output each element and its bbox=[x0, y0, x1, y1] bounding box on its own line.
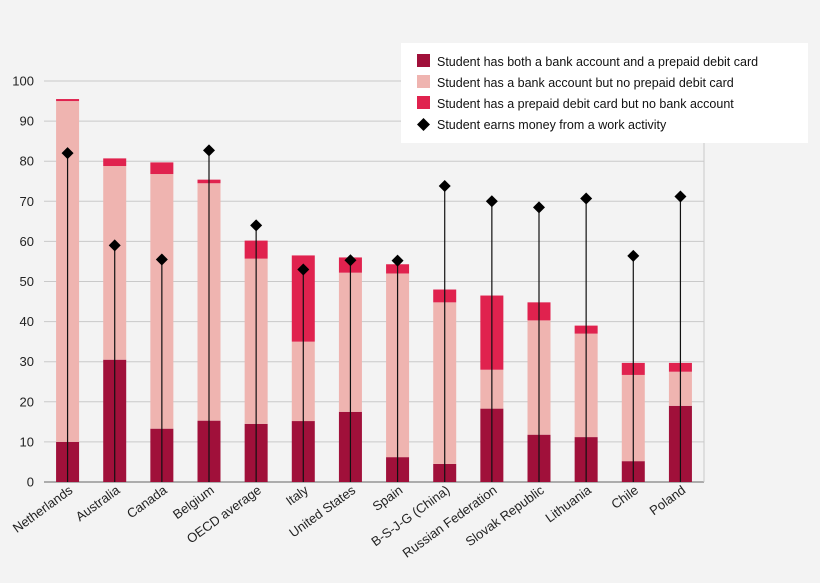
marker-diamond bbox=[391, 254, 404, 267]
marker-diamond bbox=[250, 219, 263, 232]
y-tick-label: 60 bbox=[20, 234, 34, 249]
legend-swatch-bank-only bbox=[417, 75, 430, 88]
x-tick-label: Spain bbox=[370, 482, 406, 514]
marker-diamond bbox=[155, 253, 168, 266]
y-tick-label: 10 bbox=[20, 434, 34, 449]
marker-diamond bbox=[438, 180, 451, 193]
y-tick-label: 30 bbox=[20, 354, 34, 369]
x-tick-label: Australia bbox=[73, 482, 123, 524]
x-tick-label: B-S-J-G (China) bbox=[368, 482, 452, 549]
x-tick-label: Italy bbox=[283, 482, 312, 508]
marker-diamond bbox=[203, 144, 215, 157]
y-tick-label: 50 bbox=[20, 274, 34, 289]
legend-swatch-prepaid-only bbox=[417, 96, 430, 109]
bar-prepaid-only bbox=[103, 158, 127, 167]
y-tick-label: 70 bbox=[20, 194, 34, 209]
x-tick-label: Lithuania bbox=[542, 482, 594, 526]
legend: Student has both a bank account and a pr… bbox=[401, 43, 808, 143]
legend-label-both: Student has both a bank account and a pr… bbox=[437, 55, 758, 69]
legend-label-prepaid-only: Student has a prepaid debit card but no … bbox=[437, 97, 734, 111]
legend-label-work-activity: Student earns money from a work activity bbox=[437, 118, 667, 132]
work-activity-markers bbox=[61, 144, 687, 482]
y-axis-tick-labels: 0 10 20 30 40 50 60 70 80 90 100 bbox=[12, 74, 34, 490]
marker-diamond bbox=[533, 201, 545, 214]
y-tick-label: 20 bbox=[20, 394, 34, 409]
legend-label-bank-only: Student has a bank account but no prepai… bbox=[437, 76, 734, 90]
marker-diamond bbox=[297, 263, 310, 276]
marker-diamond bbox=[627, 249, 640, 262]
y-tick-label: 90 bbox=[20, 114, 34, 129]
x-tick-label: Slovak Republic bbox=[463, 482, 548, 549]
x-tick-label: Canada bbox=[124, 482, 170, 521]
bar-prepaid-only bbox=[56, 99, 80, 102]
marker-diamond bbox=[580, 192, 593, 205]
y-tick-label: 80 bbox=[20, 154, 34, 169]
marker-diamond bbox=[344, 254, 357, 267]
marker-diamond bbox=[674, 190, 687, 203]
y-tick-label: 0 bbox=[27, 475, 34, 490]
bar-prepaid-only bbox=[150, 162, 174, 175]
y-tick-label: 100 bbox=[12, 74, 34, 89]
x-tick-label: Netherlands bbox=[10, 482, 76, 536]
y-tick-label: 40 bbox=[20, 314, 34, 329]
marker-diamond bbox=[61, 147, 74, 160]
x-tick-label: Poland bbox=[647, 482, 689, 518]
legend-diamond-icon bbox=[417, 118, 430, 131]
legend-swatch-both bbox=[417, 54, 430, 67]
marker-diamond bbox=[108, 239, 121, 252]
legend-background bbox=[401, 43, 808, 143]
marker-diamond bbox=[485, 195, 498, 208]
x-tick-label: Chile bbox=[608, 482, 641, 512]
